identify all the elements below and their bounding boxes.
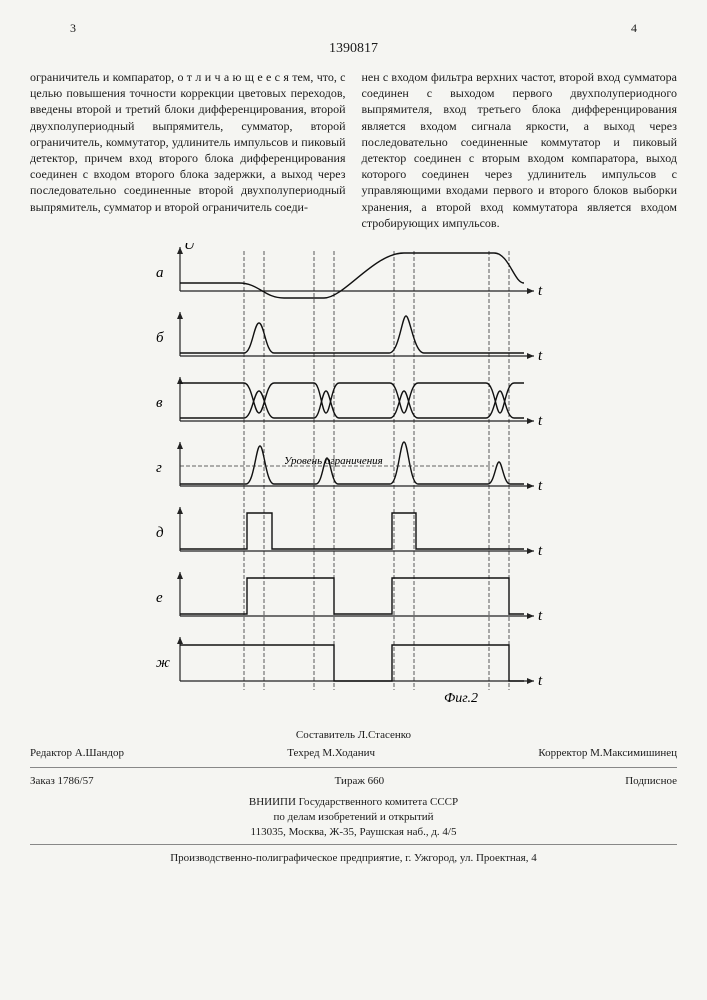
page-numbers: 3 4: [30, 20, 677, 36]
svg-text:t: t: [538, 478, 543, 494]
org-line2: по делам изобретений и открытий: [30, 810, 677, 825]
svg-text:е: е: [156, 590, 163, 606]
right-column: нен с входом фильтра верхних частот, вто…: [362, 69, 678, 231]
svg-text:а: а: [156, 265, 164, 281]
credits-block: Составитель Л.Стасенко Редактор А.Шандор…: [30, 726, 677, 764]
svg-text:t: t: [538, 348, 543, 364]
production-footer: Производственно-полиграфическое предприя…: [30, 851, 677, 866]
page-left: 3: [70, 20, 76, 36]
editor: Редактор А.Шандор: [30, 746, 124, 761]
divider: [30, 844, 677, 845]
svg-text:Фиг.2: Фиг.2: [444, 691, 478, 706]
svg-text:t: t: [538, 283, 543, 299]
subscription: Подписное: [625, 774, 677, 789]
order-number: Заказ 1786/57: [30, 774, 94, 789]
col-right-text: нен с входом фильтра верхних частот, вто…: [362, 70, 678, 230]
svg-text:д: д: [156, 525, 164, 541]
svg-text:ж: ж: [156, 655, 170, 671]
svg-text:U: U: [184, 243, 196, 253]
svg-text:б: б: [156, 330, 164, 346]
svg-text:t: t: [538, 543, 543, 559]
svg-text:в: в: [156, 395, 163, 411]
figure-2: а t Uб t в t г t Уровень ограничения д t е t ж t Фиг.2: [30, 243, 677, 718]
org-line3: 113035, Москва, Ж-35, Раушская наб., д. …: [30, 825, 677, 840]
col-left-text: ограничитель и компаратор, о т л и ч а ю…: [30, 70, 346, 214]
divider: [30, 767, 677, 768]
organization: ВНИИПИ Государственного комитета СССР по…: [30, 795, 677, 840]
compiler: Составитель Л.Стасенко: [30, 728, 677, 743]
corrector: Корректор М.Максимишинец: [538, 746, 677, 761]
left-column: ограничитель и компаратор, о т л и ч а ю…: [30, 69, 346, 231]
svg-text:г: г: [156, 460, 162, 476]
waveform-diagram: а t Uб t в t г t Уровень ограничения д t е t ж t Фиг.2: [144, 243, 564, 713]
tech-editor: Техред М.Ходанич: [287, 746, 375, 761]
svg-text:Уровень ограничения: Уровень ограничения: [284, 455, 383, 467]
tirazh: Тираж 660: [335, 774, 385, 789]
svg-text:t: t: [538, 608, 543, 624]
page-right: 4: [631, 20, 637, 36]
order-row: Заказ 1786/57 Тираж 660 Подписное: [30, 772, 677, 791]
org-line1: ВНИИПИ Государственного комитета СССР: [30, 795, 677, 810]
text-columns: ограничитель и компаратор, о т л и ч а ю…: [30, 69, 677, 231]
svg-text:t: t: [538, 413, 543, 429]
document-number: 1390817: [30, 40, 677, 59]
svg-text:t: t: [538, 673, 543, 689]
